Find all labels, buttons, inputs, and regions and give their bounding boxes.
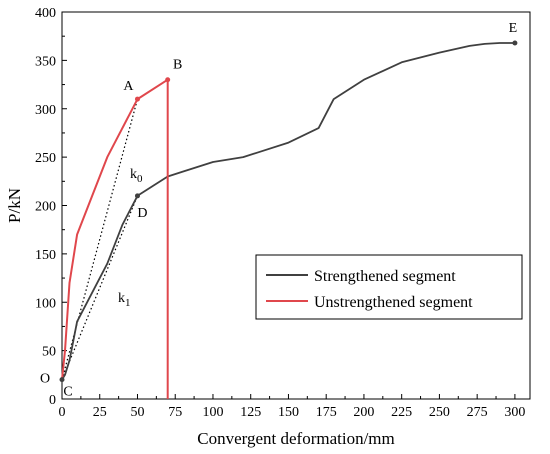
legend-label-2: Unstrengthened segment [314,294,473,311]
point-marker [59,377,65,383]
x-tick-label: 75 [168,405,182,420]
x-tick-label: 175 [316,405,337,420]
x-axis-title: Convergent deformation/mm [197,429,395,448]
point-label-O: O [40,372,50,387]
y-tick-label: 50 [42,345,56,360]
plot-area: 0 25 50 75 100 125 150 175 200 225 250 275 300 0 50 100… [35,6,531,420]
x-tick-label: 225 [391,405,412,420]
point-marker [134,193,140,199]
tangent-label-k0: k0 [130,167,143,185]
x-tick-label: 200 [353,405,374,420]
y-tick-label: 250 [35,151,56,166]
y-tick-label: 200 [35,200,56,215]
y-axis-title: P/kN [5,188,24,223]
y-tick-label: 150 [35,248,56,263]
x-tick-label: 125 [240,405,261,420]
x-tick-label: 275 [467,405,488,420]
labels-layer: A B C D E Ok0 k1 [40,21,517,400]
point-label-B: B [173,58,182,73]
x-tick-label: 25 [93,405,107,420]
x-tick-label: 300 [504,405,525,420]
legend: Strengthened segment Unstrengthened segme… [255,254,523,320]
legend-label-1: Strengthened segment [314,268,456,285]
data-layer [59,40,518,399]
point-marker [512,40,518,46]
legend-box [255,254,523,320]
x-tick-label: 150 [278,405,299,420]
tangent-line-k1 [61,195,139,380]
point-label-E: E [509,21,518,36]
point-label-A: A [123,79,134,94]
x-tick-label: 250 [429,405,450,420]
point-marker [165,77,171,83]
series-line-2 [61,78,169,399]
x-tick-label: 0 [59,405,66,420]
tangent-label-k1: k1 [118,291,131,309]
point-label-D: D [137,206,147,221]
y-tick-label: 100 [35,296,56,311]
series-line-1 [61,42,515,381]
y-tick-label: 400 [35,6,56,21]
y-tick-label: 300 [35,103,56,118]
x-tick-label: 100 [202,405,223,420]
point-marker [134,96,140,102]
y-tick-label: 0 [49,393,56,408]
x-tick-label: 50 [130,405,144,420]
point-label-C: C [63,385,72,400]
y-tick-label: 350 [35,54,56,69]
